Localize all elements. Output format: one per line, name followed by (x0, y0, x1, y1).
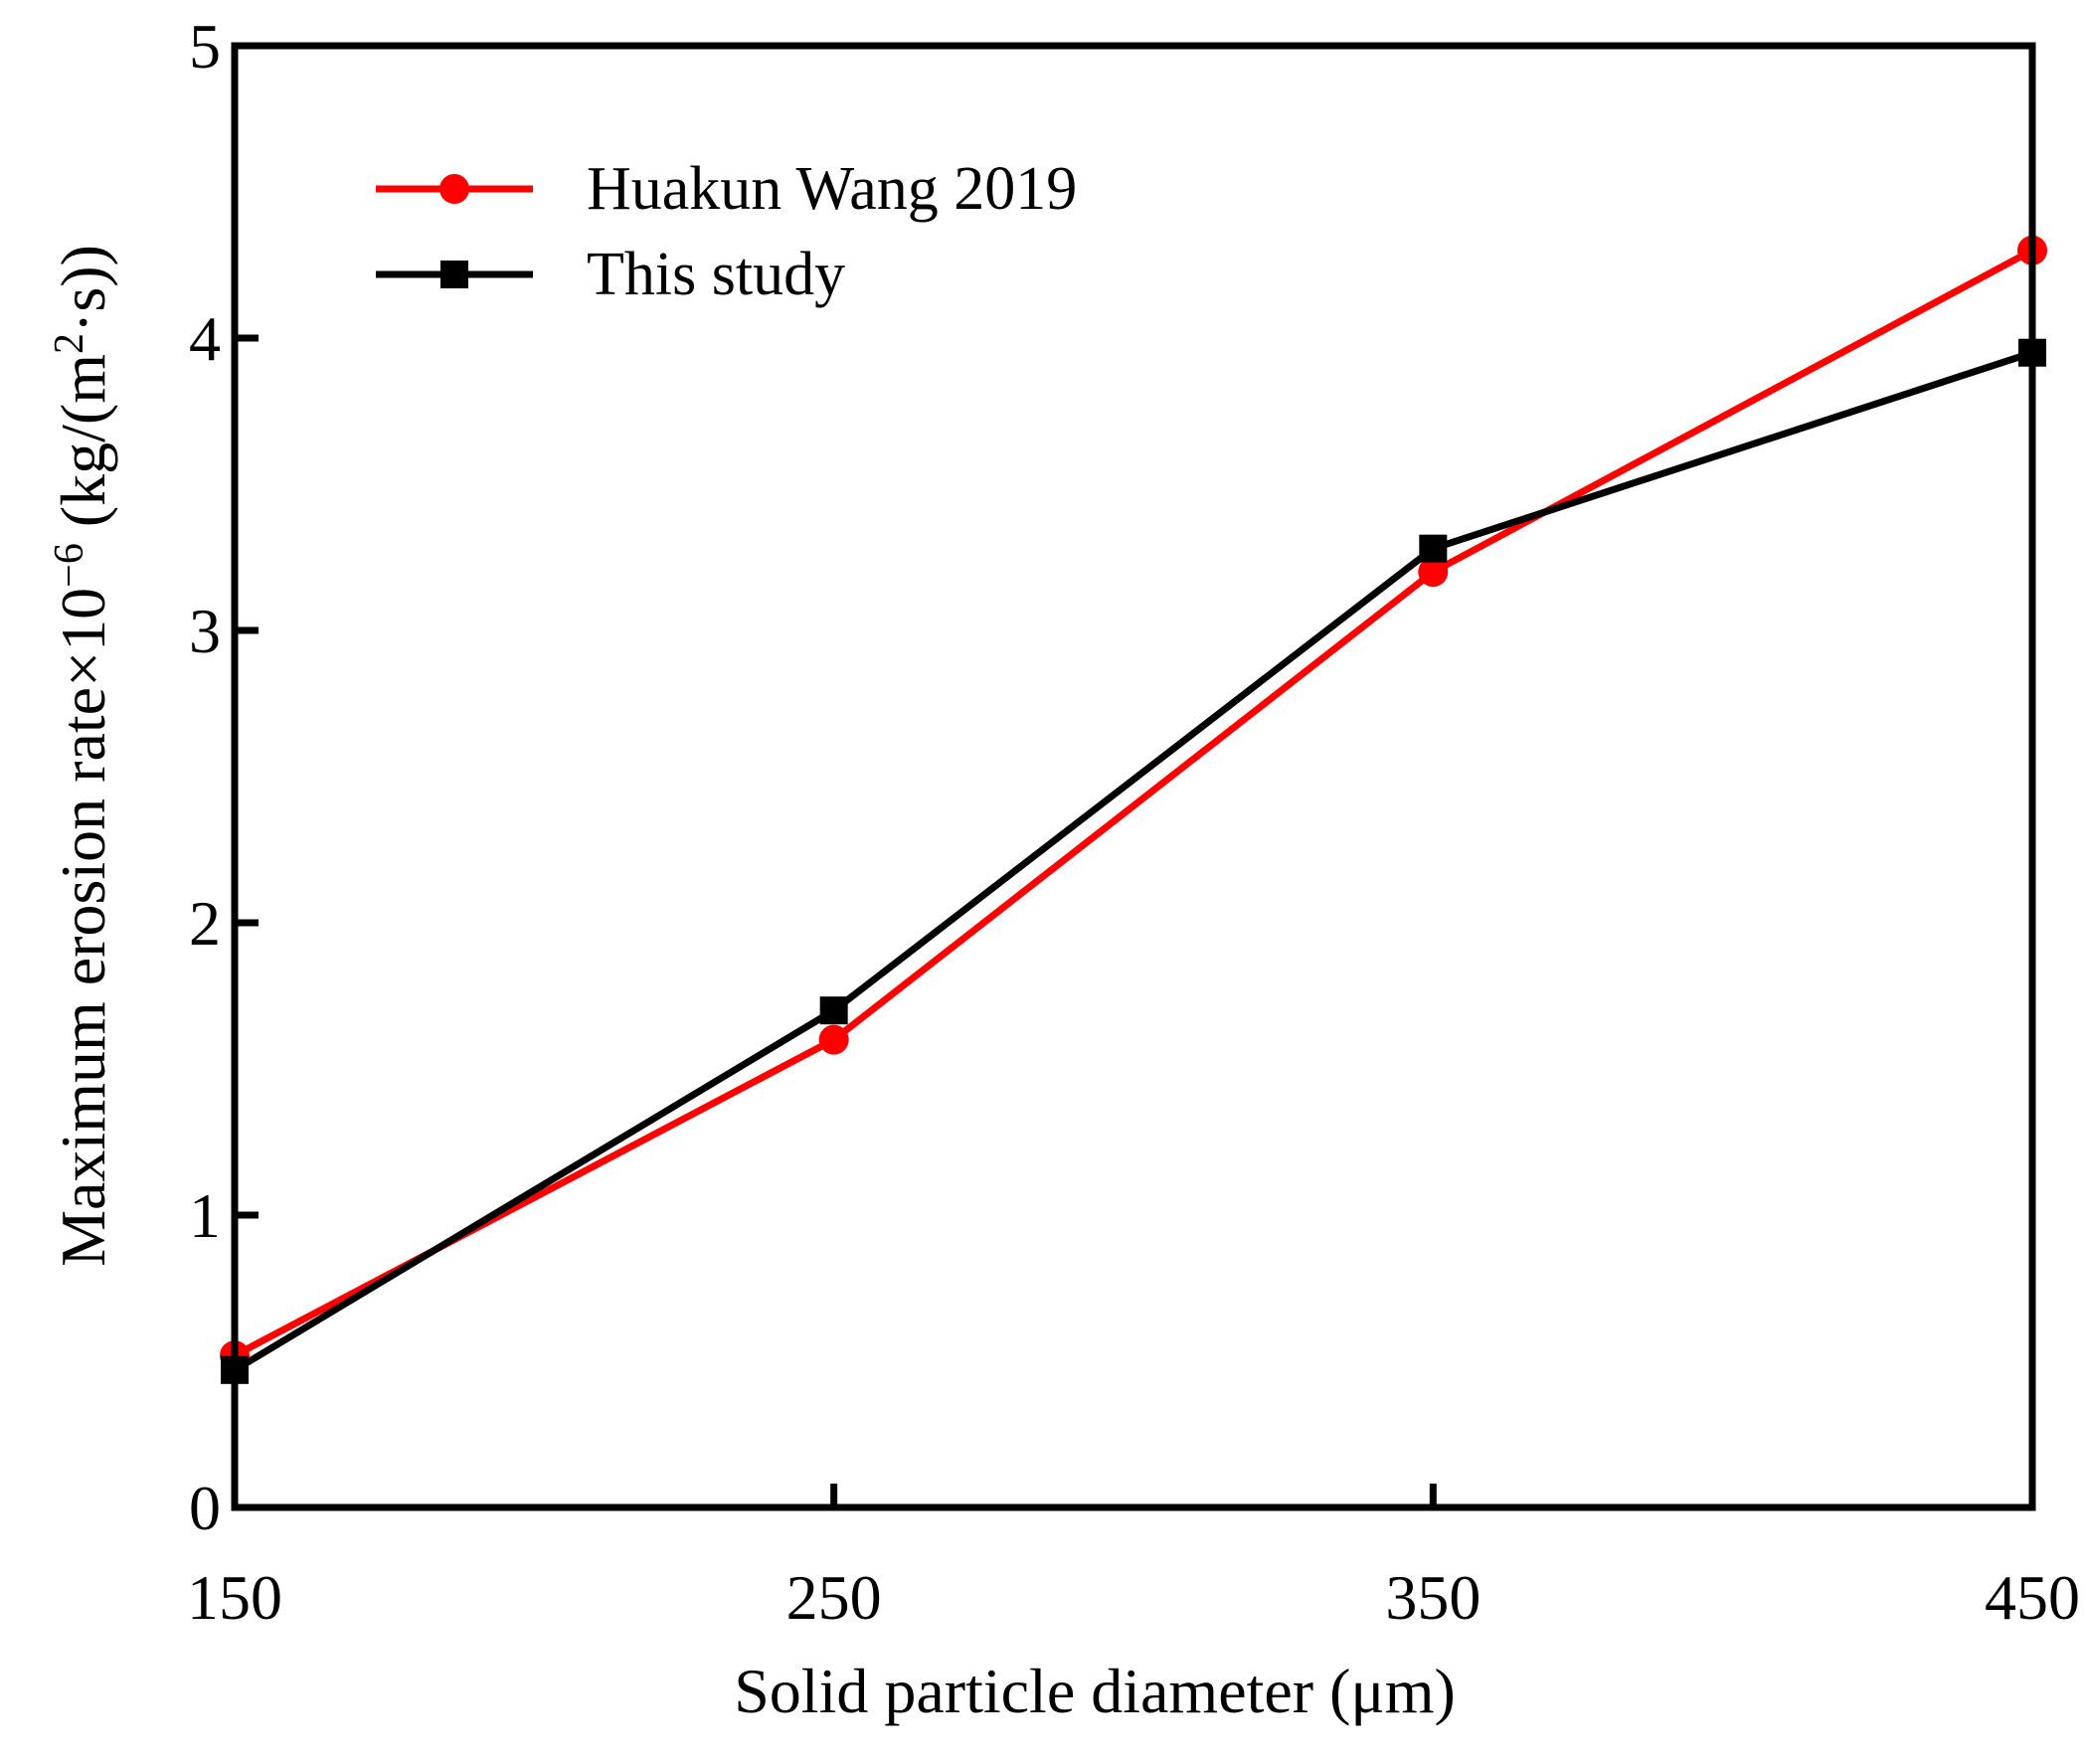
series-line (233, 247, 2034, 1359)
data-point (818, 1024, 849, 1055)
y-tick-label: 4 (189, 303, 221, 374)
legend-item: Huakun Wang 2019 (376, 155, 1077, 223)
x-axis: 150 250 350 450 (187, 1484, 2080, 1633)
y-axis-label-unit-exponent: 2 (47, 333, 92, 354)
x-tick-label: 250 (786, 1562, 882, 1633)
x-tick-label: 450 (1985, 1562, 2080, 1633)
legend-marker (440, 261, 468, 288)
y-tick-label: 1 (189, 1180, 221, 1251)
y-axis-label: Maximum erosion rate×10−6 (kg/(m2·s)) (47, 245, 118, 1267)
y-tick-label: 5 (189, 11, 221, 82)
y-axis-label-unit-close: ·s)) (48, 245, 118, 333)
plot-frame (231, 42, 2036, 1511)
y-tick-label: 3 (189, 596, 221, 666)
data-point (1419, 534, 1448, 563)
series-1 (220, 235, 2047, 1371)
y-tick-label: 0 (189, 1473, 221, 1543)
series-line (233, 349, 2034, 1373)
legend-label: This study (587, 241, 845, 308)
x-tick-label: 350 (1385, 1562, 1480, 1633)
legend-item: This study (376, 241, 845, 308)
y-axis-label-exponent: −6 (47, 543, 92, 588)
legend: Huakun Wang 2019 This study (376, 155, 1077, 308)
data-point (819, 996, 848, 1025)
legend-label: Huakun Wang 2019 (587, 155, 1077, 223)
x-axis-label: Solid particle diameter (μm) (734, 1656, 1456, 1726)
plot-content (220, 235, 2047, 1384)
y-axis-label-unit-open: (kg/(m (48, 354, 118, 543)
data-point (1418, 557, 1449, 588)
legend-marker (439, 174, 469, 204)
y-axis: 0 1 2 3 4 5 (189, 11, 259, 1543)
x-tick-label: 150 (187, 1562, 282, 1633)
y-axis-label-prefix: Maximum erosion rate×10 (48, 588, 118, 1267)
series-2 (221, 338, 2046, 1384)
y-tick-label: 2 (189, 888, 221, 959)
